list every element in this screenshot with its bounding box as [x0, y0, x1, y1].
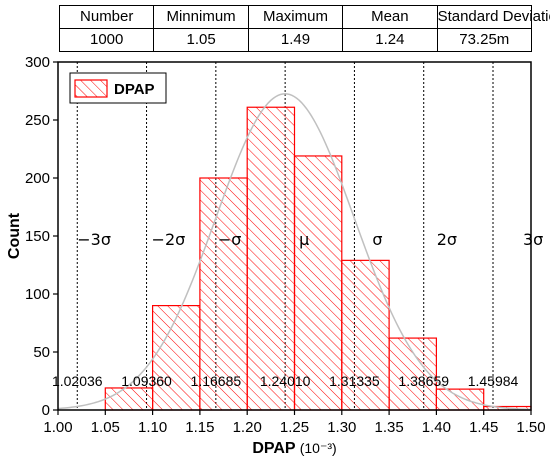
y-tick-label: 100 — [25, 286, 50, 303]
statistics-value-row: 1000 1.05 1.49 1.24 73.25m — [58, 28, 533, 52]
x-tick-label: 1.30 — [327, 419, 356, 436]
sigma-bound-label: 1.16685 — [191, 373, 242, 389]
sigma-bound-label: 1.02036 — [52, 373, 103, 389]
y-axis-title: Count — [6, 212, 23, 259]
histogram-bar — [199, 177, 248, 411]
x-axis-title-unit: (10⁻³) — [300, 440, 337, 456]
sigma-bound-label: 1.24010 — [260, 373, 311, 389]
header-mean: Mean — [342, 5, 438, 29]
header-standard-deviation: Standard Deviation — [436, 5, 550, 29]
x-axis-title: DPAP (10⁻³) — [252, 440, 336, 457]
sigma-label: −3σ — [77, 230, 111, 249]
y-tick-label: 300 — [25, 54, 50, 71]
x-tick-label: 1.15 — [185, 419, 214, 436]
histogram-bar — [152, 305, 201, 411]
histogram-bar — [104, 387, 154, 411]
axes-layer: 1.00 1.05 1.10 1.15 1.20 1.25 1.30 1.35 1.40 1.45… — [6, 54, 546, 457]
x-tick-label: 1.45 — [469, 419, 498, 436]
x-tick-label: 1.10 — [138, 419, 167, 436]
sigma-label: −2σ — [152, 230, 186, 249]
value-minimum: 1.05 — [153, 28, 249, 52]
legend-label: DPAP — [114, 81, 155, 98]
y-tick-label: 250 — [25, 112, 50, 129]
sigma-label: 3σ — [523, 230, 543, 249]
value-maximum: 1.49 — [247, 28, 344, 52]
histogram-bar — [341, 259, 390, 411]
header-minimum: Minnimum — [153, 5, 249, 29]
header-number: Number — [58, 5, 155, 29]
y-tick-label: 0 — [42, 402, 50, 419]
sigma-bound-label: 1.38659 — [398, 373, 449, 389]
histogram-bar — [388, 337, 438, 411]
x-tick-label: 1.25 — [280, 419, 309, 436]
y-tick-label: 200 — [25, 170, 50, 187]
x-axis-title-name: DPAP — [252, 440, 299, 457]
x-tick-label: 1.05 — [91, 419, 120, 436]
y-tick-label: 150 — [25, 228, 50, 245]
normal-curve-layer — [57, 93, 532, 411]
sigma-bound-label: 1.45984 — [468, 373, 519, 389]
x-tick-label: 1.40 — [422, 419, 451, 436]
sigma-bound-label: 1.09360 — [121, 373, 172, 389]
histogram-bar — [246, 106, 296, 411]
sigma-label: 2σ — [437, 230, 457, 249]
sigma-label: μ — [299, 230, 309, 249]
annotation-labels-layer: −3σ 1.02036 −2σ 1.09360 −σ 1.16685 μ 1.24010 σ 1.… — [52, 230, 543, 389]
x-tick-label: 1.00 — [43, 419, 72, 436]
x-tick-label: 1.50 — [516, 419, 545, 436]
histogram-bars-layer — [104, 106, 532, 411]
x-tick-label: 1.20 — [233, 419, 262, 436]
histogram-bar — [435, 388, 485, 411]
sigma-bound-label: 1.31335 — [329, 373, 380, 389]
value-standard-deviation: 73.25m — [436, 28, 533, 52]
normal-distribution-curve — [57, 93, 532, 411]
y-tick-label: 50 — [33, 344, 50, 361]
statistics-table: Number Minnimum Maximum Mean Standard De… — [58, 5, 550, 52]
legend: DPAP — [69, 72, 167, 104]
value-mean: 1.24 — [342, 28, 438, 52]
legend-swatch — [74, 79, 108, 98]
statistics-header-row: Number Minnimum Maximum Mean Standard De… — [58, 5, 550, 29]
sigma-label: −σ — [218, 230, 242, 249]
sigma-label: σ — [372, 230, 382, 249]
histogram-bar — [293, 155, 343, 411]
x-tick-label: 1.35 — [374, 419, 403, 436]
